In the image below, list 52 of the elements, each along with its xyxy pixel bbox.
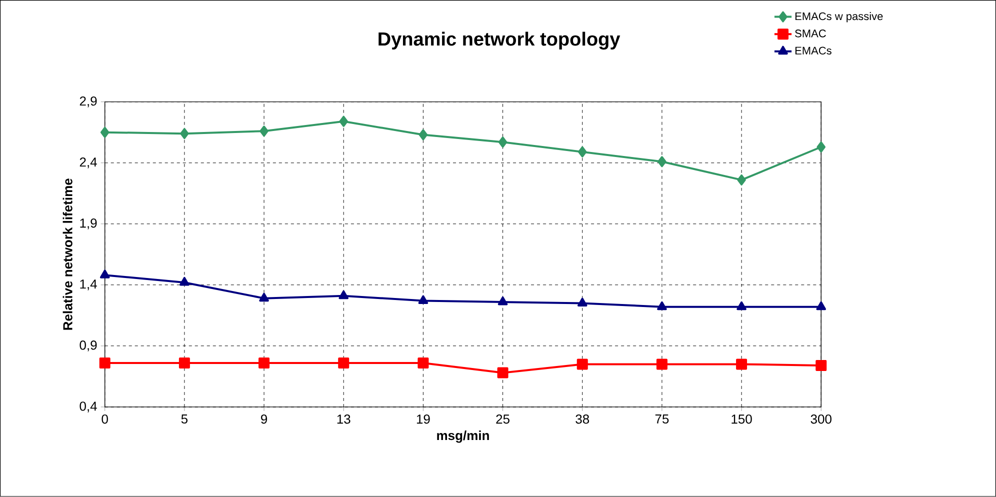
point <box>816 142 826 153</box>
point <box>418 295 428 304</box>
point <box>339 116 348 127</box>
x-tick-label: 19 <box>416 414 430 424</box>
point <box>736 358 748 370</box>
legend-label: EMACs w passive <box>795 12 883 22</box>
y-tick-label: 2,4 <box>80 158 97 168</box>
point <box>577 298 588 307</box>
point <box>576 358 588 370</box>
x-axis-title: msg/min <box>437 430 489 443</box>
point <box>180 128 189 140</box>
x-tick-label: 9 <box>261 414 268 424</box>
chart-title: Dynamic network topology <box>378 32 620 50</box>
point <box>578 146 587 158</box>
x-tick-label: 150 <box>732 414 752 424</box>
x-tick-label: 25 <box>496 414 510 424</box>
x-tick-label: 5 <box>181 414 188 424</box>
y-tick-label: 1,4 <box>80 280 97 290</box>
y-tick-label: 0,9 <box>80 340 97 352</box>
x-tick-label: 75 <box>655 414 669 424</box>
point <box>178 358 190 369</box>
y-tick-label: 1,9 <box>80 218 97 230</box>
point <box>498 296 508 306</box>
point <box>816 301 826 310</box>
point <box>418 358 429 369</box>
y-tick-label: 2,9 <box>80 96 97 108</box>
x-tick-label: 13 <box>337 414 350 424</box>
legend-label: SMAC <box>795 30 826 38</box>
point <box>259 292 269 302</box>
point <box>737 174 746 186</box>
point <box>736 301 746 310</box>
y-axis-title: Relative network lifetime <box>62 178 72 330</box>
point <box>498 136 508 148</box>
point <box>258 358 270 369</box>
y-tick-label: 0,4 <box>80 402 97 412</box>
x-tick-label: 38 <box>576 414 590 424</box>
point <box>338 358 350 369</box>
point <box>656 358 668 370</box>
point <box>497 367 508 378</box>
x-tick-label: 300 <box>810 414 832 424</box>
x-tick-label: 0 <box>102 414 108 424</box>
point <box>338 290 349 300</box>
point <box>658 156 666 168</box>
point <box>418 129 428 140</box>
point <box>260 126 268 137</box>
legend-label: EMACs <box>795 46 832 55</box>
point <box>657 301 667 310</box>
point <box>100 270 110 278</box>
point <box>99 358 110 369</box>
point <box>180 277 190 286</box>
point <box>100 126 110 138</box>
point <box>816 360 827 372</box>
